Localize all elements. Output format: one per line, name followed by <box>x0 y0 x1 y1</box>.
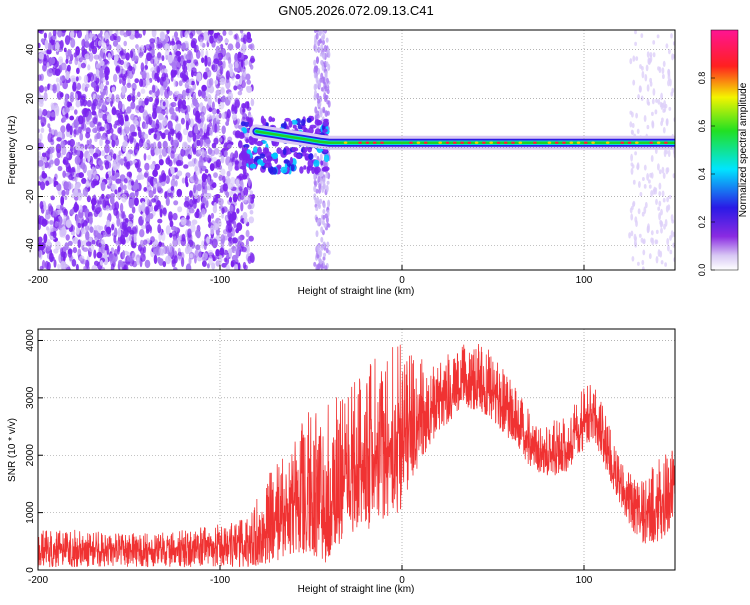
spectrogram-x-tick-label: 0 <box>399 275 405 286</box>
snr-y-axis-label: SNR (10 * v/v) <box>7 418 18 482</box>
spectrogram-marks <box>38 30 675 270</box>
colorbar: 0.0 0.2 0.4 0.6 0.8 Normalized spectral ampl… <box>697 29 749 277</box>
figure-title: GN05.2026.072.09.13.C41 <box>278 3 433 18</box>
spectrogram-x-tick-label: 100 <box>576 275 593 286</box>
snr-series-line <box>38 343 675 568</box>
colorbar-gradient <box>710 29 739 271</box>
colorbar-label: Normalized spectral amplitude <box>738 82 749 217</box>
dominant-frequency-band <box>249 124 675 150</box>
spectrogram-y-tick-label: 0 <box>25 144 36 150</box>
snr-marks <box>38 343 675 568</box>
spectrogram-y-tick-label: 20 <box>25 93 36 105</box>
snr-y-tick-label: 1000 <box>25 501 36 524</box>
colorbar-ticks: 0.0 0.2 0.4 0.6 0.8 <box>697 72 715 277</box>
spectrogram-x-tick-label: -100 <box>210 275 230 286</box>
snr-x-tick-label: 0 <box>399 575 405 586</box>
band-inner <box>255 130 675 144</box>
colorbar-tick-label: 0.2 <box>697 216 707 229</box>
spectrogram-y-tick-label: 40 <box>25 44 36 56</box>
snr-y-tick-label: 4000 <box>25 329 36 352</box>
snr-frame <box>37 328 676 571</box>
spectrogram-y-axis-label: Frequency (Hz) <box>7 116 18 185</box>
colorbar-tick-label: 0.4 <box>697 168 707 181</box>
snr-x-tick-label: -200 <box>28 575 48 586</box>
spectrogram-y-tick-label: -40 <box>25 238 36 253</box>
spectrogram-y-tick-label: -20 <box>25 189 36 204</box>
snr-x-axis-label: Height of straight line (km) <box>298 584 415 595</box>
snr-y-tick-label: 2000 <box>25 444 36 467</box>
colorbar-tick-label: 0.6 <box>697 120 707 133</box>
colorbar-tick-label: 0.8 <box>697 72 707 85</box>
snr-y-tick-label: 0 <box>25 567 36 573</box>
spectrogram-x-tick-label: -200 <box>28 275 48 286</box>
colorbar-tick-label: 0.0 <box>697 264 707 277</box>
snr-x-tick-label: 100 <box>576 575 593 586</box>
snr-x-tick-label: -100 <box>210 575 230 586</box>
spectrogram-x-axis-label: Height of straight line (km) <box>298 286 415 297</box>
spectrogram-frame <box>37 29 676 271</box>
snr-y-tick-label: 3000 <box>25 386 36 409</box>
